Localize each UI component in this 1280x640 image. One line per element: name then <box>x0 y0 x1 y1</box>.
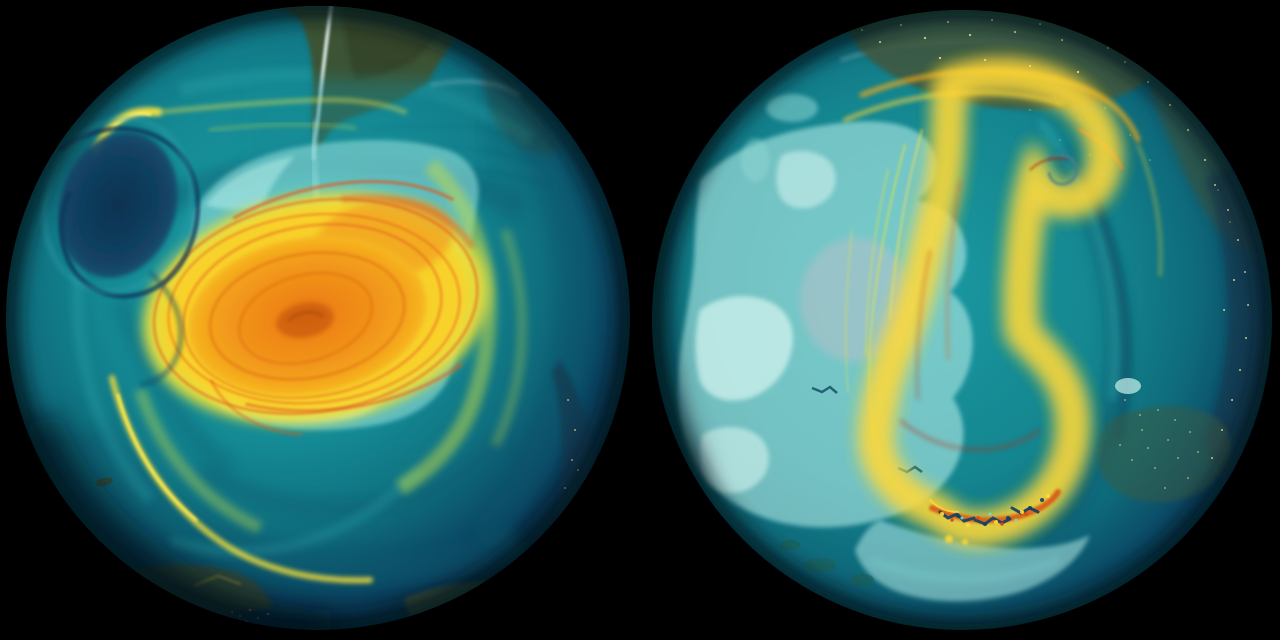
hook-spiral-curl <box>1047 153 1078 186</box>
plume-inner-texture <box>898 153 1078 452</box>
plume-tip-turbulence <box>929 489 1061 545</box>
ice-crack-marks <box>811 385 923 474</box>
left-globe <box>6 6 630 630</box>
vortex-inner-swirls <box>208 251 406 381</box>
vortex-ring-filaments <box>152 180 479 436</box>
right-globe <box>652 10 1272 630</box>
left-chartreuse-bands <box>134 159 527 534</box>
antarctic-vortex <box>142 180 490 436</box>
limb-city-light-dots <box>1211 184 1250 459</box>
forest-patches <box>780 540 874 586</box>
red-plume <box>875 75 1105 529</box>
speckle-city-lights <box>1119 399 1199 489</box>
top-right-land-hint <box>480 60 560 154</box>
ice-sheet-landmass <box>677 94 1090 602</box>
vortex-eye <box>276 302 334 338</box>
